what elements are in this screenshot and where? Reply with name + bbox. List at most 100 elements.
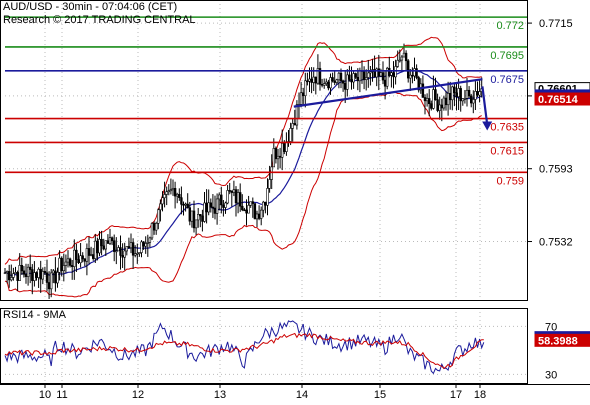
candle-body <box>247 205 250 214</box>
trendline <box>293 78 483 108</box>
candle-body <box>125 246 129 252</box>
candle-body <box>152 223 156 231</box>
level-label: 0.759 <box>496 175 524 187</box>
candle-body <box>106 240 110 244</box>
candle-body <box>60 257 63 272</box>
candle-body <box>474 91 477 100</box>
candle-body <box>62 265 66 272</box>
candle-body <box>136 253 139 255</box>
candle-body <box>276 155 280 160</box>
candle-body <box>463 98 467 100</box>
candle-body <box>148 237 152 243</box>
candle-body <box>392 72 395 78</box>
candle-body <box>197 214 200 221</box>
candle-body <box>123 250 126 258</box>
candle-body <box>100 238 103 247</box>
candle-body <box>211 206 215 209</box>
candle-body <box>54 270 57 284</box>
candle-body <box>39 268 42 280</box>
candle-body <box>331 77 334 82</box>
candle-body <box>432 89 435 109</box>
candle-body <box>22 270 26 275</box>
level-label: 0.7615 <box>490 145 524 157</box>
candle-body <box>383 79 387 87</box>
candle-body <box>446 92 450 106</box>
candle-body <box>289 128 292 142</box>
candle-body <box>472 99 475 104</box>
candle-body <box>316 68 320 84</box>
candle-body <box>467 89 471 97</box>
candle-body <box>163 194 166 199</box>
candle-body <box>37 268 40 278</box>
candle-body <box>293 123 296 126</box>
candle-body <box>295 104 299 126</box>
candle-body <box>299 92 303 105</box>
candle-body <box>41 271 45 280</box>
candle-body <box>28 266 32 270</box>
candle-body <box>469 95 473 104</box>
candle-body <box>102 245 105 250</box>
candle-body <box>381 72 385 81</box>
x-tick-label: 17 <box>450 389 462 400</box>
candle-body <box>253 203 257 220</box>
candle-body <box>427 98 431 105</box>
candle-body <box>398 59 401 62</box>
candle-body <box>394 66 397 78</box>
candle-body <box>134 253 137 256</box>
candle-body <box>322 83 326 86</box>
candle-body <box>75 249 78 260</box>
candle-body <box>43 271 47 274</box>
candle-body <box>215 198 219 214</box>
candle-body <box>142 241 145 247</box>
candle-body <box>465 89 469 99</box>
candle-body <box>440 104 443 109</box>
candle-body <box>461 98 464 102</box>
candle-body <box>45 272 49 283</box>
candle-body <box>278 155 282 158</box>
rsi-tag: 58.3988 <box>538 335 578 347</box>
candle-body <box>87 248 91 256</box>
candle-body <box>343 82 347 90</box>
candle-body <box>203 202 206 222</box>
candle-body <box>94 240 97 259</box>
candle-body <box>459 88 462 102</box>
candle-body <box>146 241 149 244</box>
candle-body <box>169 189 173 192</box>
candle-body <box>236 192 240 204</box>
candle-body <box>180 197 183 205</box>
candle-body <box>434 89 437 100</box>
rsi-tag-box <box>534 333 590 347</box>
candle-body <box>71 265 74 267</box>
candle-body <box>358 70 362 82</box>
candle-body <box>251 201 254 204</box>
candle-body <box>417 77 420 91</box>
candle-body <box>192 210 196 229</box>
candle-body <box>243 209 246 212</box>
candle-body <box>377 68 380 77</box>
candle-body <box>369 71 372 74</box>
candle-body <box>430 103 433 109</box>
candle-body <box>264 201 267 206</box>
candle-body <box>104 240 108 250</box>
candle-body <box>194 219 198 229</box>
forecast-arrow-shaft <box>481 86 489 125</box>
candle-body <box>35 272 38 278</box>
candle-body <box>224 202 227 208</box>
copyright-text: Research © 2017 TRADING CENTRAL <box>3 14 196 26</box>
candle-body <box>24 273 28 277</box>
candle-body <box>182 204 185 206</box>
candle-body <box>362 71 366 81</box>
candle-body <box>110 237 114 242</box>
candle-body <box>444 97 448 106</box>
candle-body <box>220 194 223 206</box>
candle-body <box>245 209 248 214</box>
candle-body <box>173 188 177 197</box>
candle-body <box>249 201 252 206</box>
candle-body <box>144 243 147 247</box>
candle-body <box>213 207 217 214</box>
candle-body <box>268 179 271 189</box>
candle-body <box>83 258 87 262</box>
candle-body <box>310 78 313 83</box>
candle-body <box>8 271 11 281</box>
candle-body <box>436 99 439 111</box>
